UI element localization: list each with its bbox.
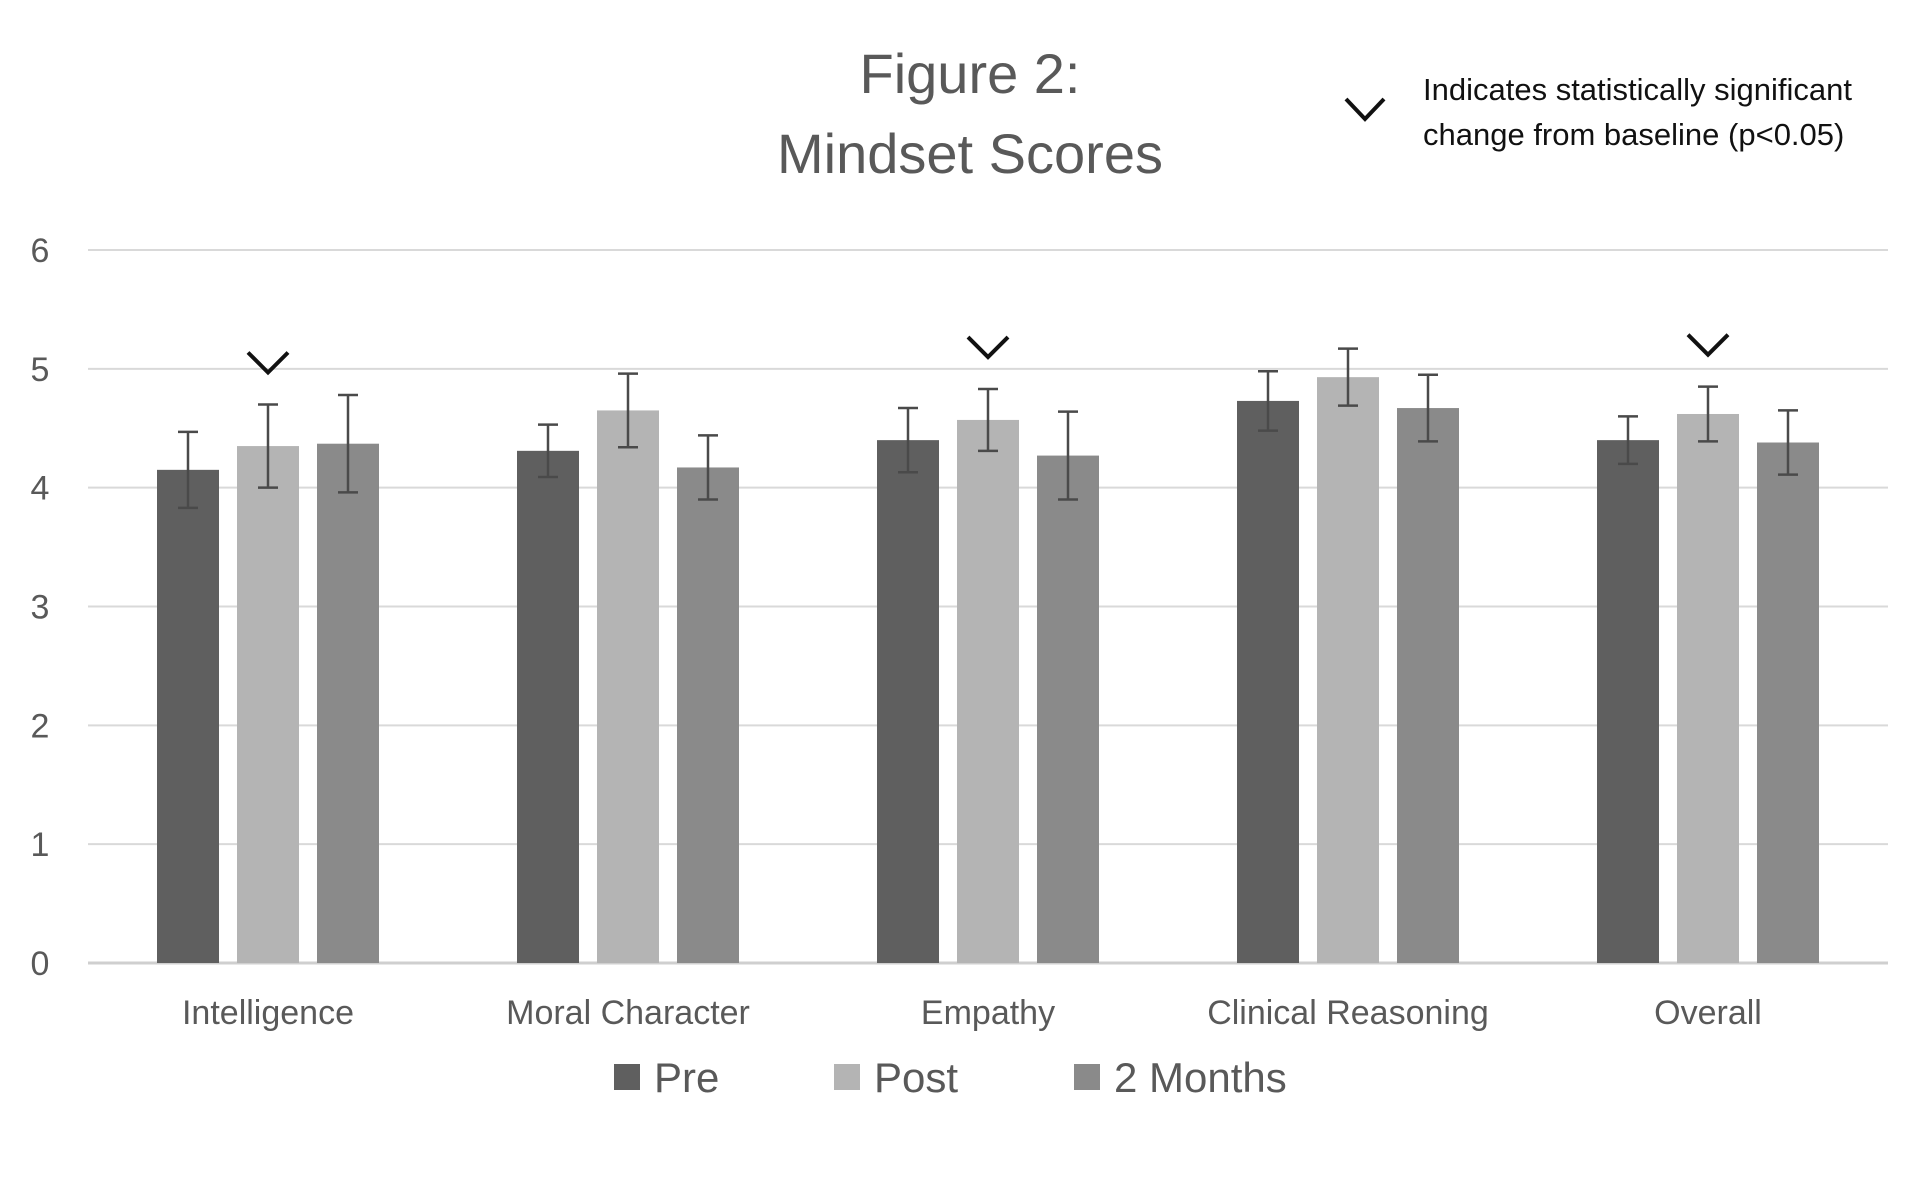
y-tick-label: 3 [31,589,50,627]
significance-markers [246,333,1730,376]
bar [1677,413,1739,963]
bar [1397,408,1459,963]
y-axis-ticks: 0 1 2 3 4 5 6 [31,232,50,983]
bar [1317,377,1379,963]
significance-note-line-1: Indicates statistically significant [1423,72,1852,107]
legend-label: 2 Months [1114,1054,1287,1101]
legend-swatch [834,1064,860,1090]
significance-check-icon [1344,97,1386,122]
bar [317,443,379,963]
bar [597,410,659,963]
x-axis-labels: Intelligence Moral Character Empathy Clinic… [182,994,1762,1032]
chart-title-line-2: Mindset Scores [777,122,1163,185]
y-tick-label: 1 [31,826,50,864]
legend-swatch [1074,1064,1100,1090]
significance-note-line-2: change from baseline (p<0.05) [1423,117,1844,152]
bar [877,440,939,964]
y-tick-label: 4 [31,470,50,508]
bar [957,419,1019,964]
significance-check-icon [246,351,290,376]
y-tick-label: 5 [31,351,50,389]
x-category-label: Clinical Reasoning [1207,994,1489,1032]
bar [1237,400,1299,963]
y-tick-label: 6 [31,232,50,270]
bar [517,450,579,963]
significance-check-icon [966,335,1010,360]
bar [157,469,219,963]
chart-title-line-1: Figure 2: [860,42,1081,105]
legend-swatch [614,1064,640,1090]
x-category-label: Overall [1654,994,1762,1032]
legend-label: Post [874,1054,958,1101]
bar [1597,440,1659,964]
significance-note: Indicates statistically significant chan… [1344,72,1852,152]
bar [1037,455,1099,963]
legend: Pre Post 2 Months [614,1054,1287,1101]
x-category-label: Intelligence [182,994,354,1032]
y-tick-label: 0 [31,945,50,983]
bar [677,467,739,963]
legend-label: Pre [654,1054,719,1101]
error-bars [178,347,1798,510]
bars [157,377,1819,964]
x-category-label: Moral Character [506,994,750,1032]
bar [237,446,299,963]
x-category-label: Empathy [921,994,1055,1032]
bar [1757,442,1819,963]
y-tick-label: 2 [31,707,50,745]
significance-check-icon [1686,333,1730,358]
